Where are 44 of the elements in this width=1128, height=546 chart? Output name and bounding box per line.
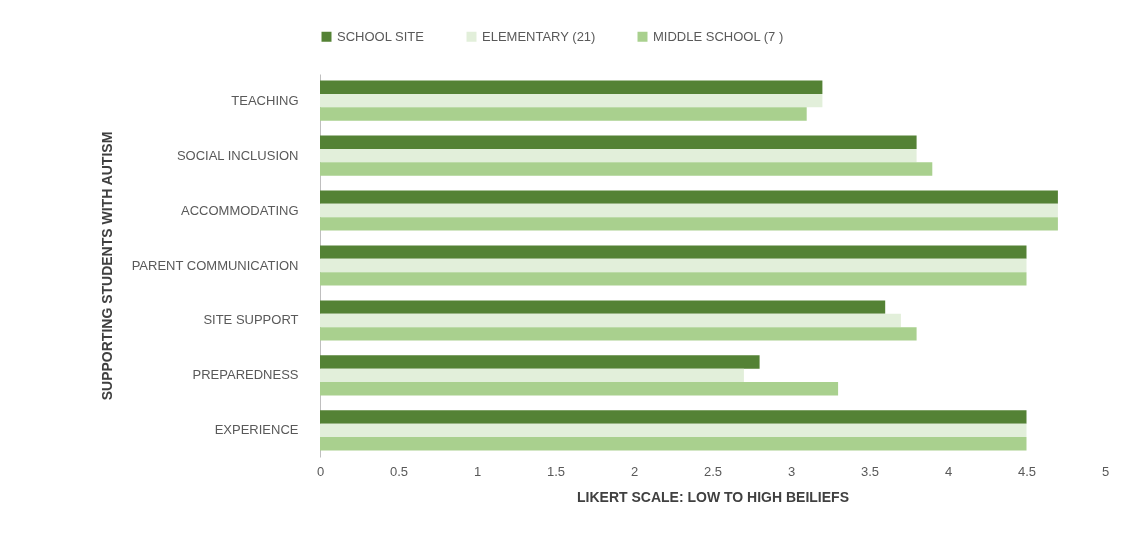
bar <box>320 80 823 94</box>
x-tick-label: 3.5 <box>860 463 880 479</box>
bar <box>320 410 1027 424</box>
bar <box>320 258 1027 273</box>
bar <box>320 272 1027 286</box>
x-tick-label: 0 <box>316 463 325 479</box>
legend-label: ELEMENTARY (21) <box>482 28 596 44</box>
bar <box>320 313 901 328</box>
x-tick-label: 1.5 <box>546 463 566 479</box>
y-tick-label: PREPAREDNESS <box>192 367 299 383</box>
x-tick-label: 0.5 <box>389 463 409 479</box>
y-tick-label: SITE SUPPORT <box>203 312 299 328</box>
bar <box>320 135 917 149</box>
legend-label: MIDDLE SCHOOL (7 ) <box>653 28 784 44</box>
bar <box>320 382 839 396</box>
y-tick-label: SOCIAL INCLUSION <box>176 147 299 163</box>
x-tick-label: 2 <box>630 463 639 479</box>
bar <box>320 245 1027 259</box>
y-tick-label: EXPERIENCE <box>214 422 299 438</box>
y-tick-label: PARENT COMMUNICATION <box>131 257 299 273</box>
x-tick-label: 1 <box>473 463 482 479</box>
bar <box>320 93 823 108</box>
y-tick-label: TEACHING <box>231 92 299 108</box>
bar <box>320 327 917 341</box>
x-tick-label: 5 <box>1101 463 1110 479</box>
bar <box>320 162 933 176</box>
x-axis-title: LIKERT SCALE: LOW TO HIGH BEILIEFS <box>577 488 849 505</box>
x-tick-label: 4.5 <box>1017 463 1037 479</box>
bar <box>320 217 1058 231</box>
x-tick-label: 3 <box>787 463 796 479</box>
y-axis-title: SUPPORTING STUDENTS WITH AUTISM <box>99 131 116 401</box>
bar <box>320 203 1058 218</box>
bar <box>320 300 886 314</box>
bar <box>320 107 807 121</box>
bar <box>320 437 1027 451</box>
x-tick-label: 2.5 <box>703 463 723 479</box>
y-tick-label: ACCOMMODATING <box>181 202 299 218</box>
bar <box>320 148 917 163</box>
bar <box>320 368 744 383</box>
bar <box>320 190 1058 204</box>
bar <box>320 423 1027 438</box>
bar <box>320 355 760 369</box>
legend-label: SCHOOL SITE <box>337 28 425 44</box>
x-tick-label: 4 <box>944 463 953 479</box>
